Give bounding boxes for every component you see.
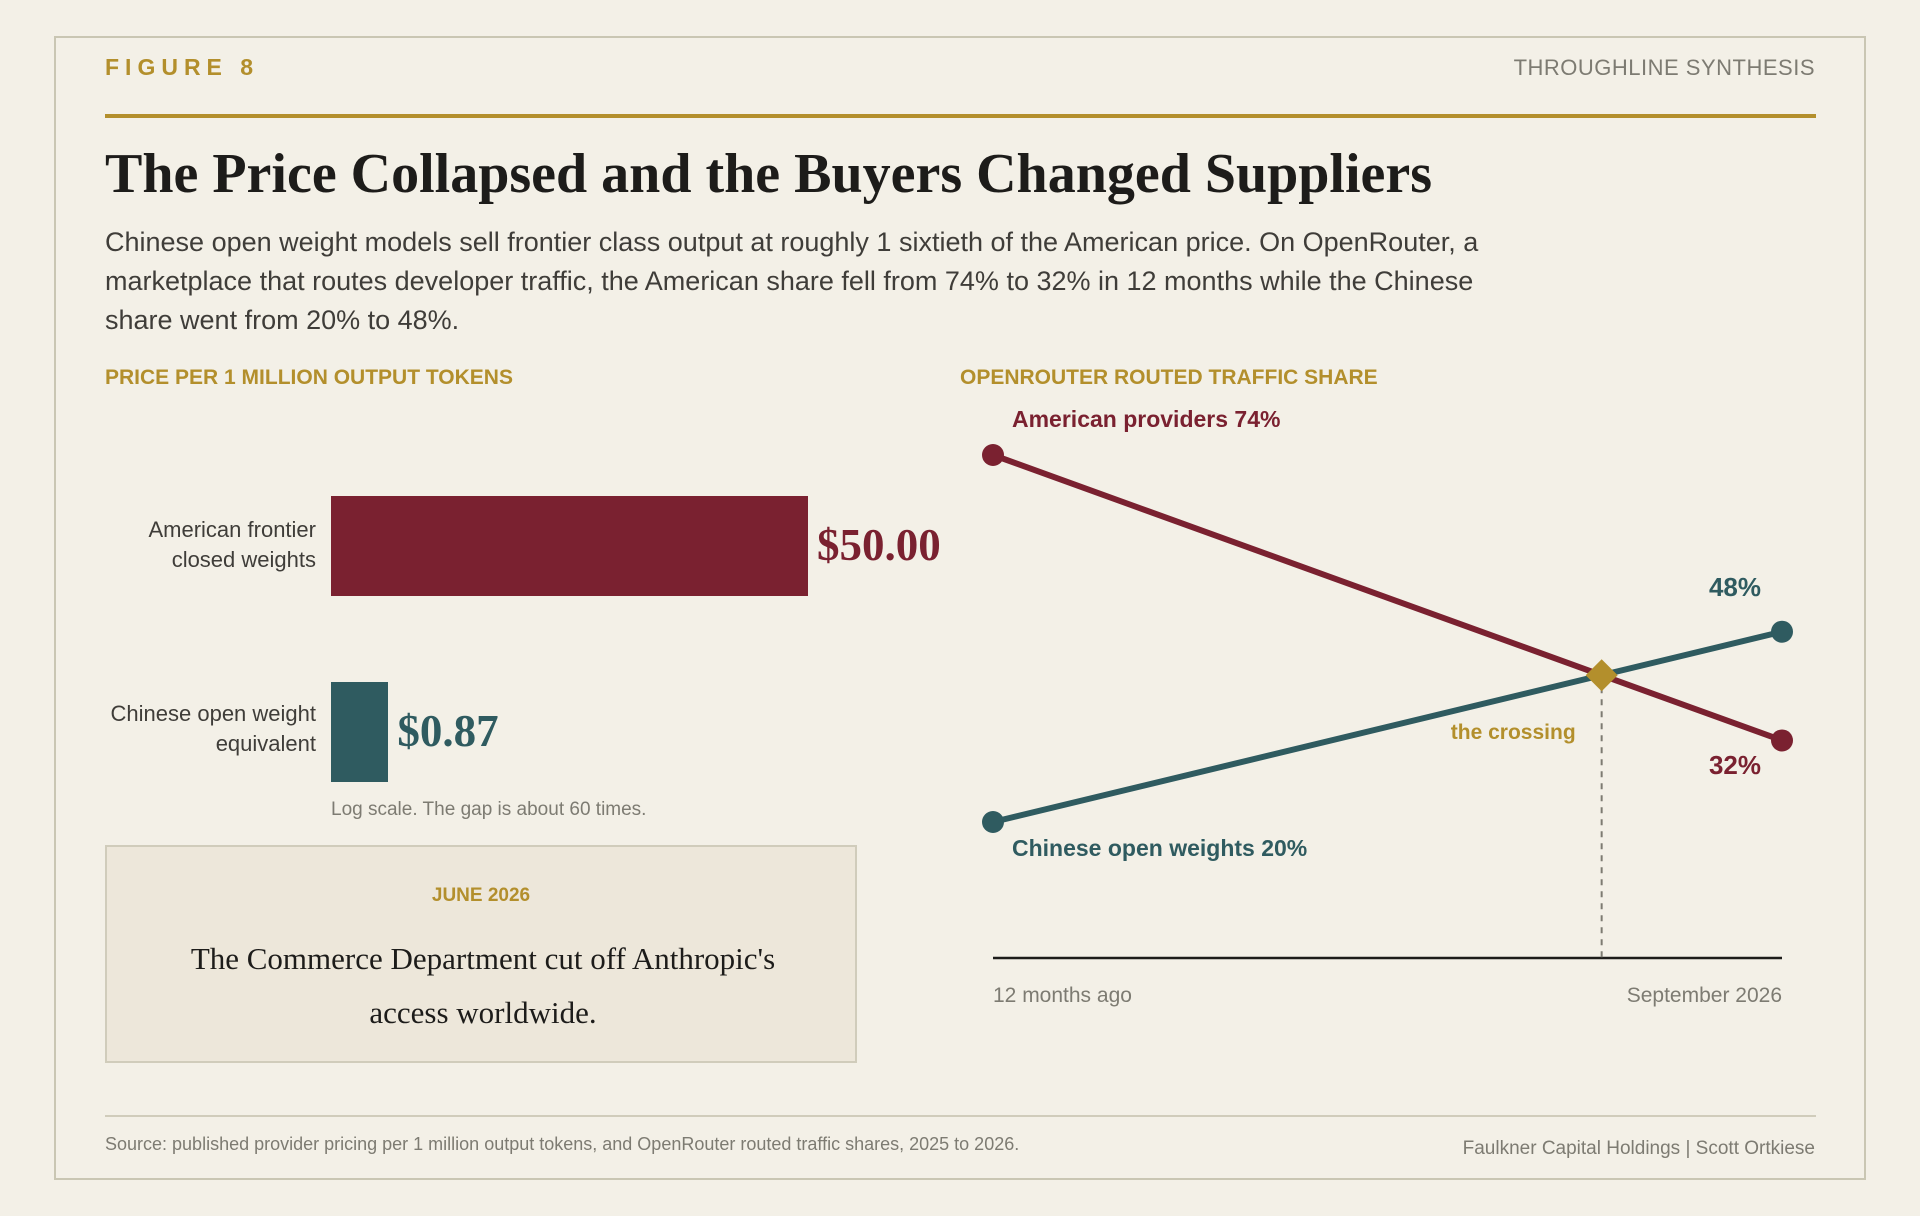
end-label-american: 32%: [1709, 750, 1761, 780]
series-line-chinese: [990, 628, 1785, 825]
crossing-label: the crossing: [1451, 721, 1576, 744]
crossing-marker: [1585, 659, 1618, 692]
bar-value-chinese: $0.87: [397, 706, 499, 756]
x-label-start: 12 months ago: [993, 984, 1132, 1007]
page-title: The Price Collapsed and the Buyers Chang…: [105, 143, 1433, 205]
price-chart-title: PRICE PER 1 MILLION OUTPUT TOKENS: [105, 366, 513, 389]
event-date: JUNE 2026: [431, 885, 531, 906]
page-subtitle: Chinese open weight models sell frontier…: [105, 227, 1479, 335]
source-note: Source: published provider pricing per 1…: [105, 1134, 1020, 1154]
bar-category-chinese-line1: Chinese open weight: [110, 701, 316, 726]
bar-category-american-line2: closed weights: [171, 547, 316, 572]
bar-american: [331, 496, 808, 596]
figure-label: FIGURE 8: [105, 54, 260, 80]
point-chinese-end: [1771, 620, 1793, 643]
bar-chinese: [331, 682, 389, 782]
header-rule: [105, 114, 1816, 118]
log-scale-note: Log scale. The gap is about 60 times.: [331, 799, 647, 820]
brand-name: THROUGHLINE SYNTHESIS: [1513, 55, 1815, 80]
traffic-chart-title: OPENROUTER ROUTED TRAFFIC SHARE: [960, 366, 1378, 389]
bar-category-american-line1: American frontier: [148, 517, 316, 542]
bar-category-chinese: Chinese open weight equivalent: [76, 699, 316, 759]
point-american-start: [982, 444, 1004, 466]
series-label-chinese: Chinese open weights 20%: [1012, 835, 1307, 861]
point-chinese-start: [982, 811, 1004, 833]
end-label-chinese: 48%: [1709, 572, 1761, 602]
bar-category-chinese-line2: equivalent: [215, 731, 316, 756]
event-callout: JUNE 2026 The Commerce Department cut of…: [105, 845, 857, 1063]
series-line-american: [990, 452, 1785, 744]
bar-value-american: $50.00: [817, 520, 941, 570]
footer-rule: [105, 1115, 1816, 1117]
series-label-american: American providers 74%: [1012, 406, 1280, 432]
event-text: The Commerce Department cut off Anthropi…: [190, 941, 776, 1030]
bar-category-american: American frontier closed weights: [96, 515, 316, 575]
x-label-end: September 2026: [1626, 984, 1782, 1007]
point-american-end: [1771, 729, 1793, 752]
credit-line: Faulkner Capital Holdings | Scott Ortkie…: [1462, 1138, 1815, 1159]
figure-frame: [54, 36, 1866, 1180]
